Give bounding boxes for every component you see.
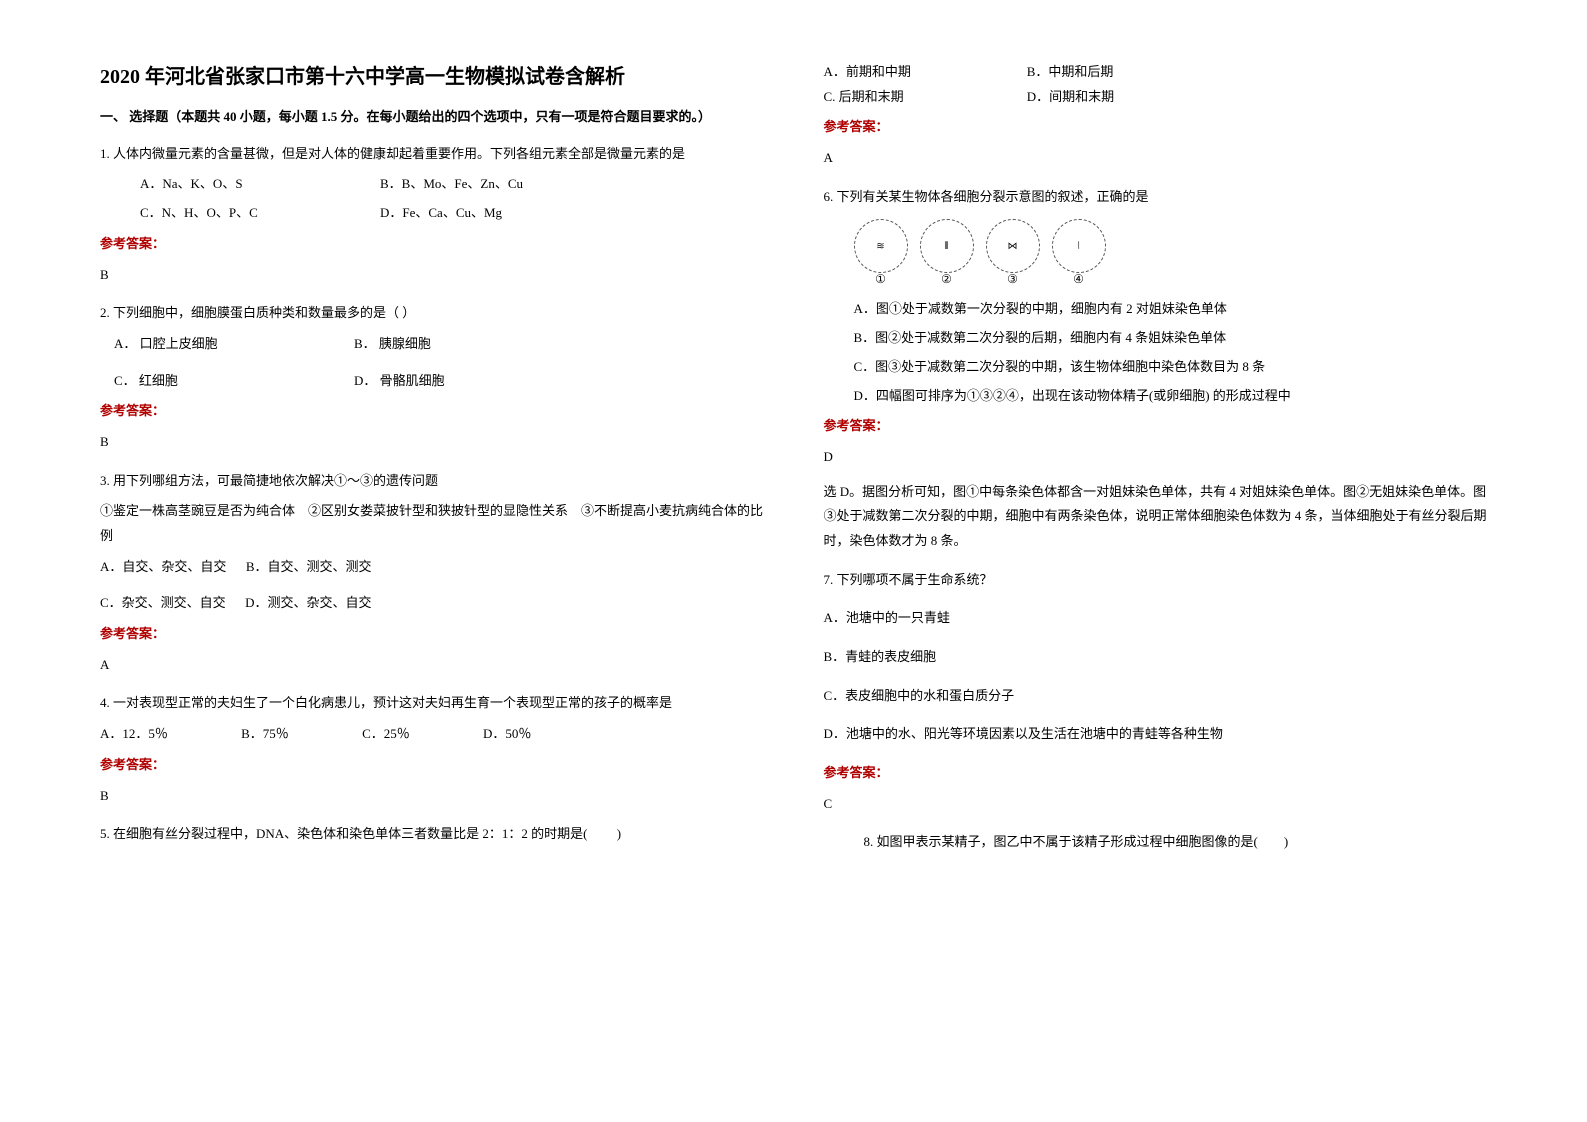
cell-3-glyph: ⋈ [1008,237,1018,256]
q3-optA: A．自交、杂交、自交 [100,559,226,574]
q1-optA: A．Na、K、O、S [140,172,300,197]
q6-optA: A．图①处于减数第一次分裂的中期，细胞内有 2 对姐妹染色单体 [854,297,1488,322]
question-4: 4. 一对表现型正常的夫妇生了一个白化病患儿，预计这对夫妇再生育一个表现型正常的… [100,691,764,808]
q3-optC: C．杂交、测交、自交 [100,595,226,610]
right-column: A．前期和中期 B．中期和后期 C. 后期和末期 D．间期和末期 参考答案： A… [824,60,1488,869]
q8-text: 8. 如图甲表示某精子，图乙中不属于该精子形成过程中细胞图像的是( ) [864,830,1488,855]
q7-answer: C [824,792,1488,817]
q1-text: 1. 人体内微量元素的含量甚微，但是对人体的健康却起着重要作用。下列各组元素全部… [100,142,764,167]
q4-options: A．12．5％ B．75％ C．25％ D．50％ [100,722,764,747]
q6-explain: 选 D。据图分析可知，图①中每条染色体都含一对姐妹染色单体，共有 4 对姐妹染色… [824,480,1488,554]
q4-optA: A．12．5％ [100,722,168,747]
q6-optD: D．四幅图可排序为①③②④，出现在该动物体精子(或卵细胞) 的形成过程中 [854,384,1488,409]
cell-1-label: ① [875,268,886,291]
section-header: 一、 选择题（本题共 40 小题，每小题 1.5 分。在每小题给出的四个选项中，… [100,107,764,128]
q3-text: 3. 用下列哪组方法，可最简捷地依次解决①～③的遗传问题 [100,469,764,494]
q7-optA: A．池塘中的一只青蛙 [824,606,1488,631]
cell-2-glyph: ⫴ [944,237,948,256]
q2-text: 2. 下列细胞中，细胞膜蛋白质种类和数量最多的是（ ） [100,301,764,326]
q3-optD: D．测交、杂交、自交 [245,595,371,610]
q2-answer: B [100,430,764,455]
q7-optD: D．池塘中的水、阳光等环境因素以及生活在池塘中的青蛙等各种生物 [824,722,1488,747]
q7-options: A．池塘中的一只青蛙 B．青蛙的表皮细胞 C．表皮细胞中的水和蛋白质分子 D．池… [824,606,1488,747]
question-5-cont: A．前期和中期 B．中期和后期 C. 后期和末期 D．间期和末期 参考答案： A [824,60,1488,171]
q7-optB: B．青蛙的表皮细胞 [824,645,1488,670]
q5-optC: C. 后期和末期 [824,85,1024,110]
q5-answer: A [824,146,1488,171]
q2-optD: D． 骨骼肌细胞 [354,369,514,394]
q6-answer-label: 参考答案： [824,414,1488,439]
q4-optB: B．75％ [241,722,289,747]
q3-answer: A [100,653,764,678]
cell-2: ⫴ ② [920,219,974,273]
q6-cell-diagram: ≋ ① ⫴ ② ⋈ ③ ⦚ ④ [854,219,1488,273]
left-column: 2020 年河北省张家口市第十六中学高一生物模拟试卷含解析 一、 选择题（本题共… [100,60,764,869]
q4-optC: C．25％ [362,722,410,747]
q1-optC: C．N、H、O、P、C [140,201,300,226]
question-5: 5. 在细胞有丝分裂过程中，DNA、染色体和染色单体三者数量比是 2：1：2 的… [100,822,764,847]
question-3: 3. 用下列哪组方法，可最简捷地依次解决①～③的遗传问题 ①鉴定一株高茎豌豆是否… [100,469,764,678]
cell-1: ≋ ① [854,219,908,273]
q1-options: A．Na、K、O、S B．B、Mo、Fe、Zn、Cu C．N、H、O、P、C D… [140,172,764,225]
cell-2-label: ② [941,268,952,291]
q2-options: A． 口腔上皮细胞 B． 胰腺细胞 C． 红细胞 D． 骨骼肌细胞 [100,332,764,393]
q6-optC: C．图③处于减数第二次分裂的中期，该生物体细胞中染色体数目为 8 条 [854,355,1488,380]
q1-optB: B．B、Mo、Fe、Zn、Cu [380,172,540,197]
q4-answer: B [100,784,764,809]
page-title: 2020 年河北省张家口市第十六中学高一生物模拟试卷含解析 [100,60,764,89]
cell-4-label: ④ [1073,268,1084,291]
q1-answer: B [100,263,764,288]
q5-optD: D．间期和末期 [1027,89,1114,104]
q5-options: A．前期和中期 B．中期和后期 C. 后期和末期 D．间期和末期 [824,60,1488,109]
q7-text: 7. 下列哪项不属于生命系统？ [824,568,1488,593]
q5-text: 5. 在细胞有丝分裂过程中，DNA、染色体和染色单体三者数量比是 2：1：2 的… [100,822,764,847]
question-1: 1. 人体内微量元素的含量甚微，但是对人体的健康却起着重要作用。下列各组元素全部… [100,142,764,287]
q6-options: A．图①处于减数第一次分裂的中期，细胞内有 2 对姐妹染色单体 B．图②处于减数… [854,297,1488,408]
q3-line2: ①鉴定一株高茎豌豆是否为纯合体 ②区别女娄菜披针型和狭披针型的显隐性关系 ③不断… [100,499,764,548]
q2-optA: A． 口腔上皮细胞 [114,332,274,357]
q6-text: 6. 下列有关某生物体各细胞分裂示意图的叙述，正确的是 [824,185,1488,210]
q3-answer-label: 参考答案： [100,622,764,647]
q1-answer-label: 参考答案： [100,232,764,257]
q7-answer-label: 参考答案： [824,761,1488,786]
question-8: 8. 如图甲表示某精子，图乙中不属于该精子形成过程中细胞图像的是( ) [864,830,1488,855]
q5-answer-label: 参考答案： [824,115,1488,140]
question-6: 6. 下列有关某生物体各细胞分裂示意图的叙述，正确的是 ≋ ① ⫴ ② ⋈ ③ … [824,185,1488,554]
q5-optA: A．前期和中期 [824,60,1024,85]
question-2: 2. 下列细胞中，细胞膜蛋白质种类和数量最多的是（ ） A． 口腔上皮细胞 B．… [100,301,764,454]
question-7: 7. 下列哪项不属于生命系统？ A．池塘中的一只青蛙 B．青蛙的表皮细胞 C．表… [824,568,1488,817]
q6-optB: B．图②处于减数第二次分裂的后期，细胞内有 4 条姐妹染色单体 [854,326,1488,351]
q3-options: A．自交、杂交、自交 B．自交、测交、测交 C．杂交、测交、自交 D．测交、杂交… [100,555,764,616]
q7-optC: C．表皮细胞中的水和蛋白质分子 [824,684,1488,709]
q6-answer: D [824,445,1488,470]
q3-optB: B．自交、测交、测交 [246,559,372,574]
q2-answer-label: 参考答案： [100,399,764,424]
cell-1-glyph: ≋ [876,237,884,256]
q5-optB: B．中期和后期 [1027,64,1114,79]
cell-3: ⋈ ③ [986,219,1040,273]
cell-3-label: ③ [1007,268,1018,291]
q1-optD: D．Fe、Ca、Cu、Mg [380,201,540,226]
q4-answer-label: 参考答案： [100,753,764,778]
q4-optD: D．50％ [483,722,531,747]
q2-optC: C． 红细胞 [114,369,274,394]
cell-4-glyph: ⦚ [1077,237,1079,256]
cell-4: ⦚ ④ [1052,219,1106,273]
q4-text: 4. 一对表现型正常的夫妇生了一个白化病患儿，预计这对夫妇再生育一个表现型正常的… [100,691,764,716]
q2-optB: B． 胰腺细胞 [354,332,514,357]
